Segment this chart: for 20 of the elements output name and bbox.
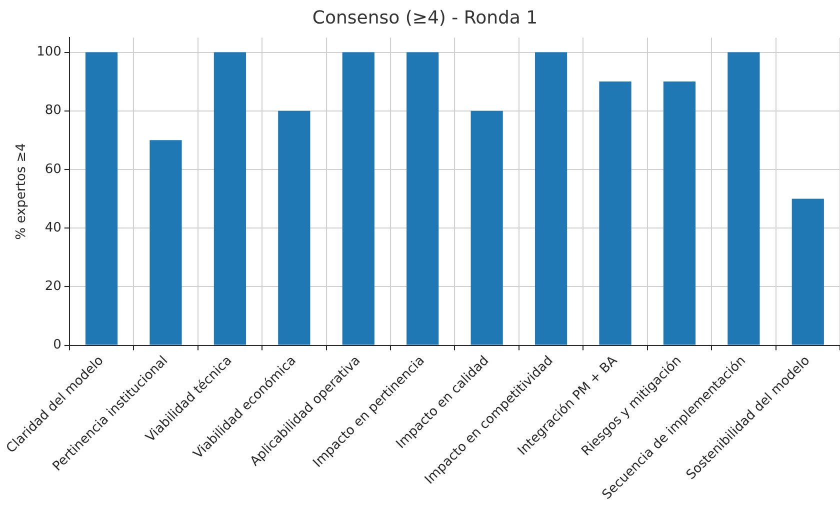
y-tick-label: 80	[44, 103, 62, 118]
y-tick-label: 20	[44, 279, 62, 294]
bar	[150, 140, 182, 345]
bar	[406, 52, 439, 345]
bar	[214, 52, 246, 345]
y-tick-label: 100	[36, 44, 62, 60]
bar	[470, 110, 503, 345]
bar	[792, 198, 824, 345]
y-tick-label: 0	[53, 338, 62, 353]
bar	[663, 82, 696, 345]
bar	[278, 110, 310, 345]
bar	[85, 52, 118, 345]
y-tick-label: 60	[44, 162, 62, 177]
y-tick-label: 40	[44, 220, 62, 236]
chart-title: Consenso (≥4) - Ronda 1	[312, 7, 538, 28]
bar	[599, 82, 632, 345]
bar	[534, 52, 568, 345]
bar	[342, 52, 374, 345]
bar	[728, 52, 760, 345]
y-axis-title: % expertos ≥4	[14, 143, 30, 240]
